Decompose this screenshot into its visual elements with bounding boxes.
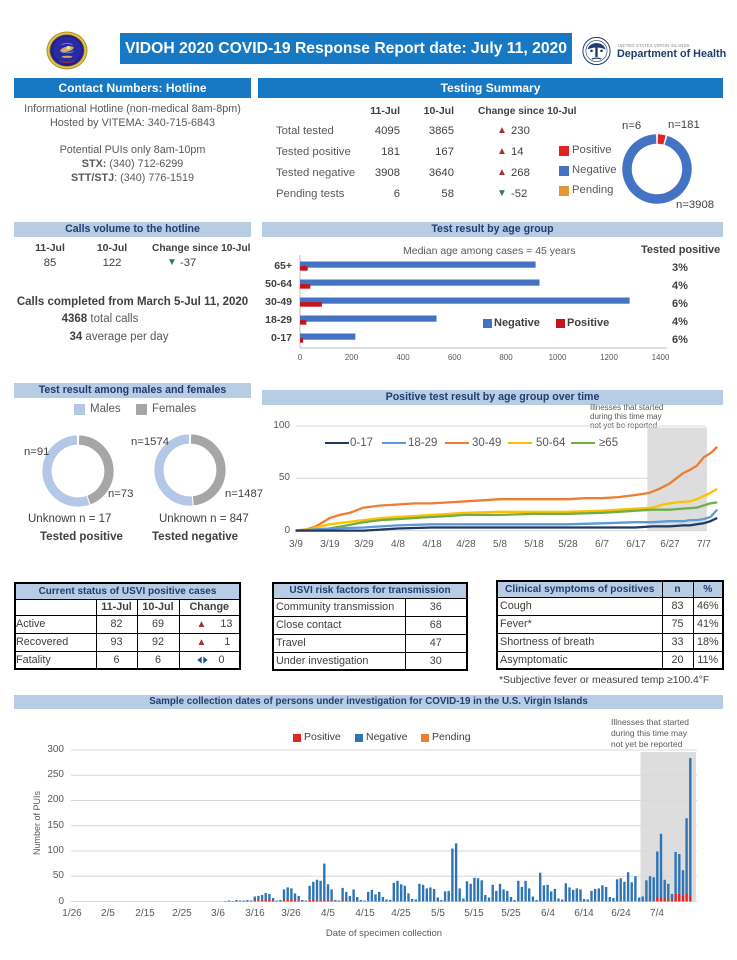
svg-text:0: 0 <box>298 353 303 362</box>
svg-text:1400: 1400 <box>652 353 670 362</box>
svg-text:600: 600 <box>448 353 462 362</box>
svg-text:400: 400 <box>396 353 410 362</box>
svg-text:800: 800 <box>499 353 513 362</box>
svg-text:200: 200 <box>345 353 359 362</box>
svg-text:1200: 1200 <box>600 353 618 362</box>
svg-text:1000: 1000 <box>549 353 567 362</box>
